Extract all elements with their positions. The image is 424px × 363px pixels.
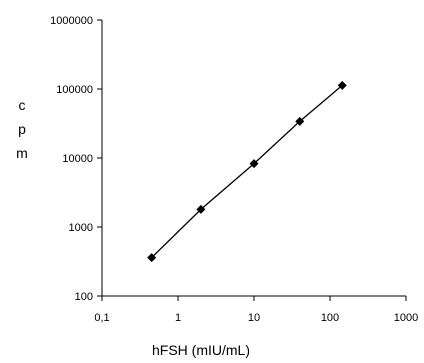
data-point xyxy=(337,80,347,90)
x-axis-label: hFSH (mIU/mL) xyxy=(152,342,250,358)
data-point xyxy=(295,116,305,126)
x-tick-label: 100 xyxy=(321,312,339,324)
y-axis-label-letter-m: m xyxy=(16,145,28,161)
series-line xyxy=(151,84,343,259)
y-tick-label: 1000 xyxy=(69,222,93,234)
series-layer xyxy=(147,80,347,263)
y-axis-label: c p m xyxy=(16,97,28,161)
y-axis: 100 1000 10000 100000 1000000 xyxy=(50,15,103,303)
y-tick-label: 100000 xyxy=(56,84,93,96)
data-point xyxy=(249,159,259,169)
x-tick-label: 1000 xyxy=(394,312,418,324)
y-ticks: 100 1000 10000 100000 1000000 xyxy=(50,15,102,303)
data-point xyxy=(147,253,157,263)
y-tick-label: 100 xyxy=(75,291,93,303)
x-tick-label: 1 xyxy=(175,312,181,324)
y-tick-label: 1000000 xyxy=(50,15,93,27)
x-ticks: 0,1 1 10 100 1000 xyxy=(94,296,418,324)
x-axis: 0,1 1 10 100 1000 xyxy=(94,295,418,324)
y-axis-label-letter-p: p xyxy=(18,121,26,137)
y-tick-label: 10000 xyxy=(62,153,93,165)
data-point xyxy=(196,204,206,214)
x-tick-label: 0,1 xyxy=(94,312,109,324)
y-axis-label-letter-c: c xyxy=(19,97,26,113)
x-tick-label: 10 xyxy=(248,312,260,324)
